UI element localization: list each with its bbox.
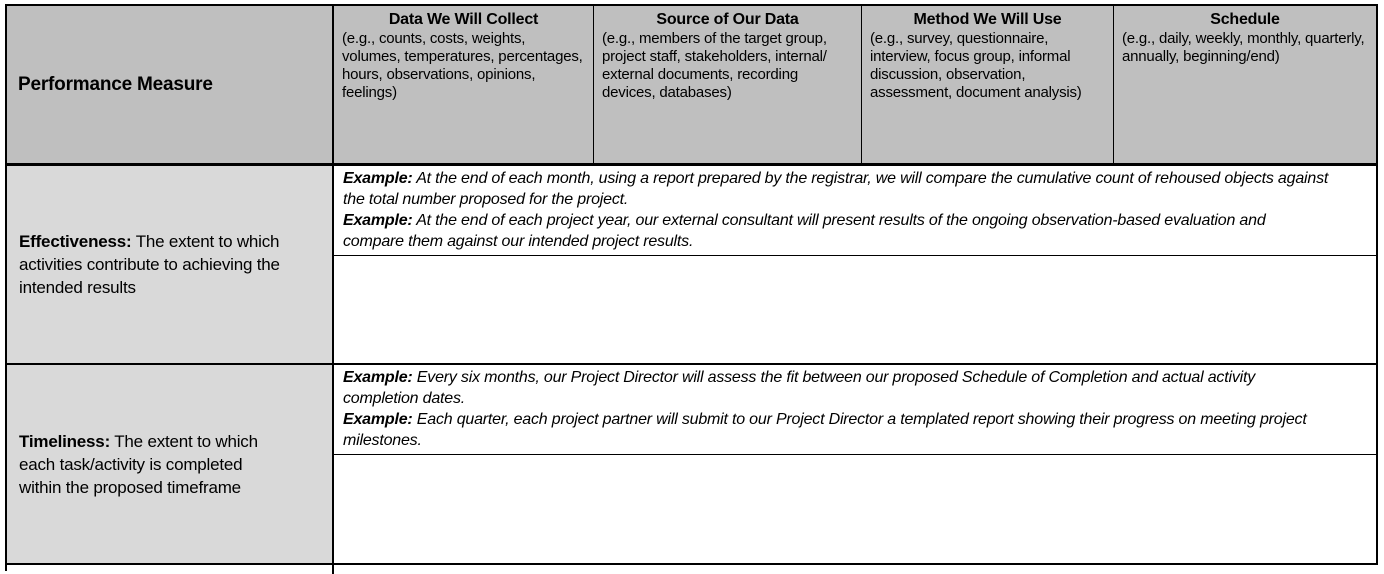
- row-label-effectiveness: Effectiveness: The extent to which activ…: [7, 166, 334, 365]
- header-data-we-will-collect: Data We Will Collect (e.g., counts, cost…: [334, 6, 594, 166]
- header-performance-measure: Performance Measure: [7, 6, 334, 166]
- effectiveness-desc: The extent to which activities contribut…: [19, 232, 280, 297]
- timeliness-term: Timeliness:: [19, 431, 111, 451]
- effectiveness-entry-cell: [334, 256, 1376, 365]
- example-text: Every six months, our Project Director w…: [343, 369, 1256, 407]
- timeliness-entry-cell: [334, 455, 1376, 563]
- example-text: Each quarter, each project partner will …: [343, 411, 1307, 449]
- performance-measure-table: Performance Measure Data We Will Collect…: [5, 4, 1378, 565]
- header-schedule-title: Schedule: [1210, 11, 1280, 28]
- example-label: Example:: [343, 411, 413, 428]
- timeliness-desc: The extent to which each task/activity i…: [19, 431, 258, 497]
- header-source-of-our-data-subtitle: (e.g., members of the target group, proj…: [602, 30, 827, 101]
- row-label-effectiveness-text: Effectiveness: The extent to which activ…: [19, 230, 280, 299]
- row-label-timeliness-text: Timeliness: The extent to which each tas…: [19, 430, 280, 499]
- example-label: Example:: [343, 212, 413, 229]
- header-schedule-subtitle: (e.g., daily, weekly, monthly, quarterly…: [1122, 30, 1365, 65]
- timeliness-examples-cell: Example: Every six months, our Project D…: [334, 365, 1376, 455]
- header-method-we-will-use-subtitle: (e.g., survey, questionnaire, interview,…: [870, 30, 1082, 101]
- header-data-we-will-collect-subtitle: (e.g., counts, costs, weights, volumes, …: [342, 30, 583, 101]
- timeliness-example-2: Example: Each quarter, each project part…: [343, 409, 1330, 451]
- table-continuation-stub-column: [332, 564, 334, 574]
- header-source-of-our-data: Source of Our Data (e.g., members of the…: [594, 6, 862, 166]
- timeliness-example-1: Example: Every six months, our Project D…: [343, 367, 1330, 409]
- effectiveness-example-1: Example: At the end of each month, using…: [343, 168, 1330, 210]
- example-label: Example:: [343, 369, 413, 386]
- effectiveness-term: Effectiveness:: [19, 232, 132, 251]
- example-label: Example:: [343, 170, 413, 187]
- table-continuation-stub-left: [5, 564, 7, 571]
- header-source-of-our-data-title: Source of Our Data: [656, 11, 799, 28]
- header-performance-measure-label: Performance Measure: [18, 73, 213, 95]
- header-data-we-will-collect-title: Data We Will Collect: [388, 11, 539, 28]
- header-method-we-will-use-title: Method We Will Use: [913, 11, 1062, 28]
- header-schedule: Schedule (e.g., daily, weekly, monthly, …: [1114, 6, 1376, 166]
- row-label-timeliness: Timeliness: The extent to which each tas…: [7, 365, 334, 563]
- effectiveness-examples-cell: Example: At the end of each month, using…: [334, 166, 1376, 256]
- example-text: At the end of each project year, our ext…: [343, 212, 1266, 250]
- example-text: At the end of each month, using a report…: [343, 170, 1329, 208]
- effectiveness-example-2: Example: At the end of each project year…: [343, 210, 1330, 252]
- header-method-we-will-use: Method We Will Use (e.g., survey, questi…: [862, 6, 1114, 166]
